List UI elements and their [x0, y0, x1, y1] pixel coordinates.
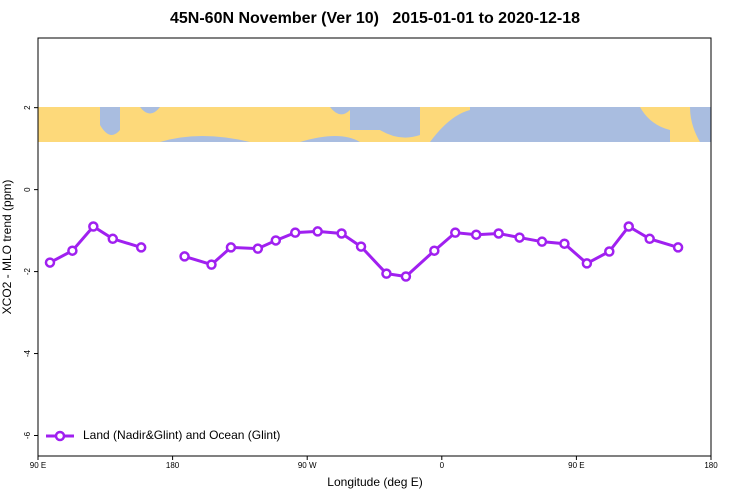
- data-point: [270, 235, 282, 246]
- data-point: [470, 229, 482, 240]
- data-point: [289, 227, 301, 238]
- data-point: [559, 238, 570, 249]
- x-tick-label: 0: [440, 461, 445, 470]
- data-point: [400, 271, 412, 282]
- data-point: [67, 245, 78, 256]
- data-point: [493, 228, 504, 239]
- plot-frame: [37, 37, 712, 457]
- x-tick-label: 90 E: [568, 461, 584, 470]
- data-point: [381, 268, 392, 279]
- data-point: [672, 242, 684, 253]
- data-point: [44, 257, 56, 268]
- x-tick-label: 90 E: [30, 461, 46, 470]
- data-point: [179, 251, 190, 262]
- data-point: [206, 259, 217, 270]
- x-tick-label: 180: [166, 461, 180, 470]
- map-strip: [38, 107, 711, 142]
- data-point: [252, 243, 264, 254]
- legend-label: Land (Nadir&Glint) and Ocean (Glint): [83, 428, 280, 442]
- legend-marker: [54, 430, 66, 442]
- data-point: [623, 221, 634, 232]
- data-point: [536, 236, 548, 247]
- data-point: [644, 233, 655, 245]
- x-axis-label: Longitude (deg E): [327, 475, 422, 489]
- y-tick-label: 0: [23, 187, 32, 192]
- y-tick-label: -4: [23, 349, 32, 357]
- y-tick-label: -2: [23, 267, 32, 275]
- y-tick-label: -6: [23, 431, 32, 439]
- y-tick-label: 2: [23, 105, 32, 110]
- data-point: [312, 226, 323, 237]
- data-point: [225, 242, 237, 253]
- x-tick-label: 180: [704, 461, 718, 470]
- data-point: [107, 233, 119, 245]
- data-point: [581, 258, 593, 269]
- data-point: [450, 227, 461, 238]
- data-point: [355, 241, 367, 252]
- data-point: [604, 246, 615, 257]
- y-axis-label: XCO2 - MLO trend (ppm): [0, 180, 14, 315]
- data-point: [514, 232, 525, 243]
- chart-title: 45N-60N November (Ver 10) 2015-01-01 to …: [170, 10, 580, 27]
- data-point: [429, 245, 440, 256]
- x-tick-label: 90 W: [298, 461, 317, 470]
- data-point: [336, 228, 347, 239]
- data-point: [88, 221, 99, 232]
- data-point: [135, 242, 147, 253]
